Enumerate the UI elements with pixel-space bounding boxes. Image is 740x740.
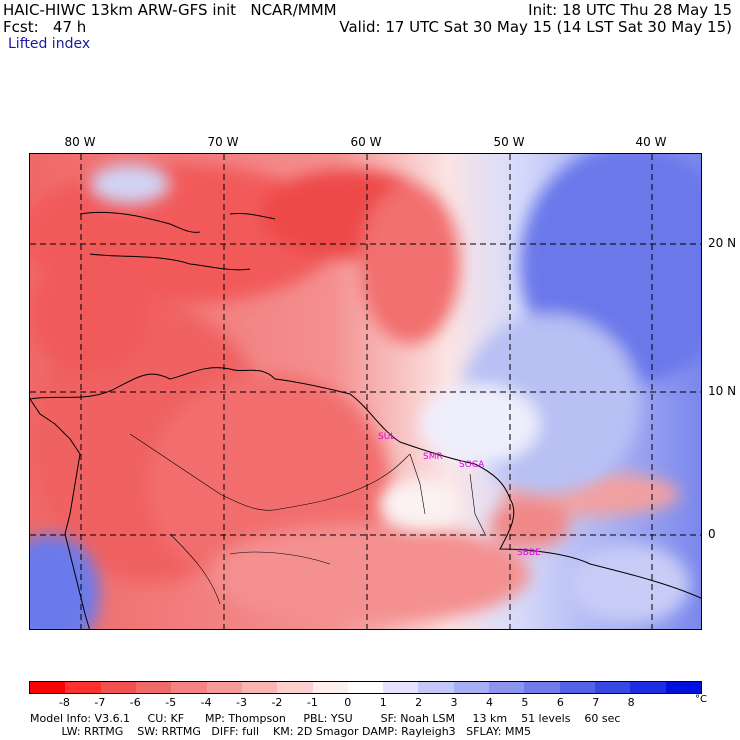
lat-label-20n: 20 N — [708, 236, 737, 250]
colorbar-swatch — [630, 682, 666, 693]
colorbar-swatch — [135, 682, 172, 693]
colorbar-tick-label: 5 — [521, 696, 529, 709]
colorbar — [29, 681, 702, 694]
lon-label-80w: 80 W — [64, 135, 96, 149]
colorbar-swatch — [524, 682, 560, 693]
colorbar-tick-label: 2 — [415, 696, 423, 709]
colorbar-swatch — [489, 682, 525, 693]
colorbar-tick-label: 1 — [379, 696, 387, 709]
coastlines — [30, 211, 701, 629]
colorbar-swatch — [418, 682, 454, 693]
colorbar-tick-label: -3 — [236, 696, 247, 709]
station-label: SMR — [423, 452, 443, 462]
model-info-line2: LW: RRTMG SW: RRTMG DIFF: full KM: 2D Sm… — [30, 725, 531, 738]
lon-label-50w: 50 W — [493, 135, 525, 149]
colorbar-swatch — [30, 682, 66, 693]
colorbar-unit: °C — [695, 694, 707, 705]
colorbar-tick-label: 6 — [556, 696, 564, 709]
colorbar-tick-label: 0 — [344, 696, 352, 709]
colorbar-swatch — [65, 682, 101, 693]
colorbar-tick-label: 4 — [485, 696, 493, 709]
model-title: HAIC-HIWC 13km ARW-GFS init NCAR/MMM — [3, 1, 337, 19]
map-canvas — [30, 154, 701, 629]
colorbar-swatch — [206, 682, 242, 693]
colorbar-tick-label: 3 — [450, 696, 458, 709]
field-name: Lifted index — [8, 36, 91, 52]
valid-time: Valid: 17 UTC Sat 30 May 15 (14 LST Sat … — [339, 18, 732, 36]
lon-label-70w: 70 W — [207, 135, 239, 149]
colorbar-swatch — [559, 682, 595, 693]
lon-label-40w: 40 W — [635, 135, 667, 149]
lat-label-10n: 10 N — [708, 384, 737, 398]
colorbar-swatch — [665, 682, 701, 693]
colorbar-tick-label: -4 — [200, 696, 212, 709]
lifted-index-map — [29, 153, 702, 630]
colorbar-swatch — [171, 682, 207, 693]
colorbar-swatch — [100, 682, 136, 693]
init-time: Init: 18 UTC Thu 28 May 15 — [528, 1, 732, 19]
borders — [129, 433, 486, 605]
grid-lines — [30, 154, 701, 629]
colorbar-swatch — [453, 682, 490, 693]
colorbar-swatch — [347, 682, 384, 693]
colorbar-tick-label: -8 — [58, 696, 70, 709]
station-label: SBBE — [517, 548, 541, 558]
colorbar-tick-label: -5 — [165, 696, 177, 709]
model-info-line1: Model Info: V3.6.1 CU: KF MP: Thompson P… — [30, 712, 621, 725]
colorbar-swatch — [312, 682, 348, 693]
colorbar-tick-label: 8 — [627, 696, 635, 709]
forecast-hour: Fcst: 47 h — [3, 18, 87, 36]
colorbar-tick-label: -2 — [271, 696, 283, 709]
station-label: SOCA — [459, 460, 485, 470]
colorbar-tick-label: 7 — [592, 696, 600, 709]
colorbar-swatch — [595, 682, 631, 693]
lat-label-0: 0 — [708, 527, 716, 541]
lon-label-60w: 60 W — [350, 135, 382, 149]
colorbar-swatch — [383, 682, 419, 693]
colorbar-tick-label: -1 — [306, 696, 318, 709]
colorbar-tick-label: -6 — [129, 696, 141, 709]
colorbar-swatch — [277, 682, 313, 693]
colorbar-swatch — [241, 682, 278, 693]
colorbar-tick-label: -7 — [94, 696, 106, 709]
station-label: SUL — [378, 432, 396, 442]
